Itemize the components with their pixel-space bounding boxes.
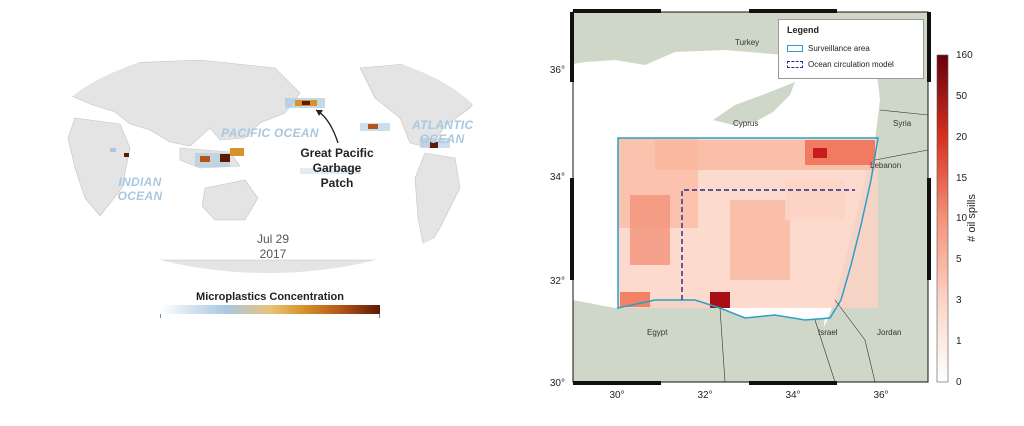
colorbar-label: 0 [956, 377, 962, 388]
colorbar-label: 160 [956, 50, 973, 61]
frame-scale-bars [570, 9, 931, 385]
x-tick-label: 36° [873, 390, 888, 401]
place-label-cyprus: Cyprus [733, 119, 758, 128]
colorbar-label: 20 [956, 132, 968, 143]
y-tick-label: 32° [550, 276, 565, 287]
colorbar-tick [379, 314, 380, 318]
pacific-ocean-label: PACIFIC OCEAN [221, 126, 319, 140]
atlantic-ocean-label: ATLANTIC OCEAN [412, 118, 474, 146]
x-tick-label: 34° [785, 390, 800, 401]
surveillance-swatch [787, 44, 803, 52]
oil-spill-density-layer [618, 138, 878, 308]
place-label-jordan: Jordan [877, 328, 901, 337]
date-label: Jul 29 2017 [256, 232, 290, 261]
colorbar-label: 15 [956, 173, 968, 184]
world-map-graphic [36, 43, 500, 273]
x-tick-label: 32° [697, 390, 712, 401]
microplastic-concentration-layer [110, 98, 450, 174]
australia-landmass [201, 179, 259, 221]
legend-item-circulation: Ocean circulation model [787, 58, 894, 70]
place-label-lebanon: Lebanon [870, 161, 901, 170]
colorbar-label: 3 [956, 295, 962, 306]
legend-item-surveillance: Surveillance area [787, 42, 870, 54]
colorbar-label: 10 [956, 213, 968, 224]
microplastics-colorbar [160, 305, 380, 314]
y-tick-label: 36° [550, 65, 565, 76]
surveillance-area-outline [617, 137, 879, 321]
legend-label: Surveillance area [808, 43, 870, 53]
eurasia-landmass [69, 59, 301, 147]
colorbar-title: # oil spills [966, 194, 978, 242]
egypt-landmass [573, 300, 825, 382]
colorbar-tick [160, 314, 161, 318]
ocean-circulation-model-outline [681, 189, 855, 300]
oil-spills-colorbar [936, 54, 949, 383]
place-label-turkey: Turkey [735, 38, 759, 47]
great-pacific-garbage-patch-label: Great Pacific Garbage Patch [300, 146, 374, 190]
y-tick-label: 30° [550, 378, 565, 389]
map-legend: Legend Surveillance area Ocean circulati… [778, 19, 924, 79]
colorbar-label: 5 [956, 254, 962, 265]
colorbar-label: 1 [956, 336, 962, 347]
microplastics-colorbar-title: Microplastics Concentration [196, 291, 344, 303]
place-label-israel: Israel [818, 328, 838, 337]
x-tick-label: 30° [609, 390, 624, 401]
colorbar-labels: 160 50 20 15 10 5 3 1 0 [956, 50, 973, 388]
africa-landmass [67, 117, 131, 217]
legend-title: Legend [787, 25, 820, 35]
indian-ocean-label: INDIAN OCEAN [117, 175, 163, 203]
cyprus-landmass [713, 82, 795, 125]
place-label-egypt: Egypt [647, 328, 668, 337]
place-label-syria: Syria [893, 119, 912, 128]
world-microplastics-map: PACIFIC OCEAN ATLANTIC OCEAN INDIAN OCEA… [36, 43, 500, 318]
gpgp-arrowhead [316, 110, 323, 116]
y-tick-label: 34° [550, 172, 565, 183]
country-borders [719, 109, 929, 383]
antarctica-landmass [36, 259, 500, 273]
colorbar-label: 50 [956, 91, 968, 102]
circulation-swatch [787, 60, 803, 68]
legend-label: Ocean circulation model [808, 59, 894, 69]
